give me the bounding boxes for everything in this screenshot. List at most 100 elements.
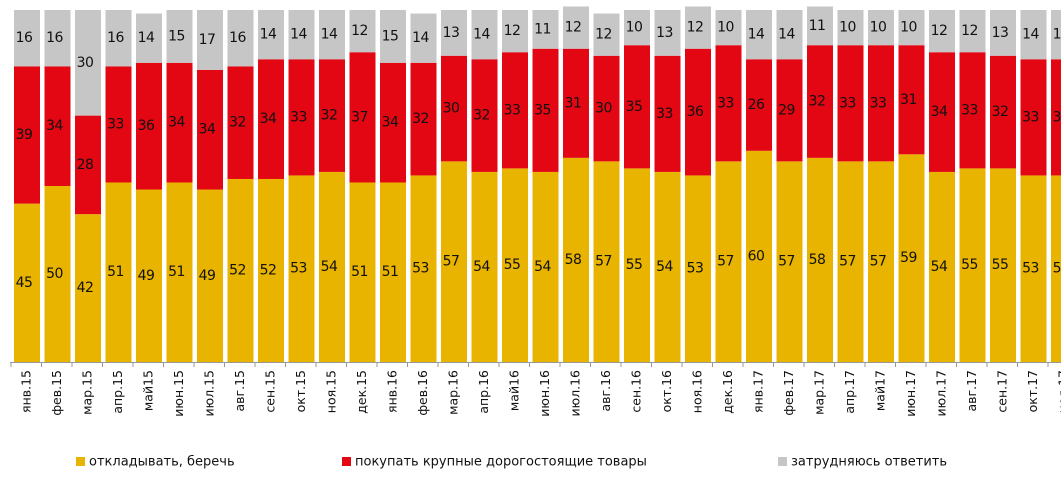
value-label: 59: [900, 250, 917, 266]
x-tick-label: окт.15: [293, 370, 308, 412]
x-tick-label: авг.15: [232, 370, 247, 411]
value-label: 33: [870, 95, 887, 111]
value-label: 32: [229, 115, 246, 131]
value-label: 14: [321, 27, 338, 43]
bar-segment: [441, 55, 467, 162]
bar-segment: [1020, 59, 1047, 176]
bar-segment: [166, 10, 193, 63]
x-tick-label: янв.17: [751, 370, 766, 413]
bar-segment: [75, 214, 101, 362]
bar-segment: [136, 189, 162, 362]
legend-swatch: [342, 457, 351, 466]
value-label: 51: [351, 264, 368, 280]
bar-segment: [197, 189, 223, 362]
value-label: 36: [138, 118, 155, 134]
bar-segment: [75, 10, 101, 116]
bar-segment: [868, 10, 894, 46]
value-label: 58: [809, 252, 826, 268]
value-label: 14: [1022, 27, 1039, 43]
value-label: 32: [992, 104, 1009, 120]
bar-segment: [288, 175, 315, 362]
value-label: 13: [992, 25, 1009, 41]
bar-segment: [685, 48, 711, 176]
value-label: 35: [626, 99, 643, 115]
bar-segment: [593, 161, 620, 362]
value-label: 58: [565, 252, 582, 268]
bar-segment: [471, 59, 498, 172]
x-tick-label: ноя.17: [1056, 370, 1061, 413]
bar-segment: [44, 186, 71, 362]
value-label: 33: [839, 95, 856, 111]
value-label: 57: [595, 254, 612, 270]
value-label: 30: [595, 101, 612, 117]
value-label: 53: [1053, 261, 1061, 277]
value-label: 29: [778, 102, 795, 118]
x-tick-label: июн.17: [903, 370, 918, 417]
bar-segment: [14, 203, 40, 362]
bar-segment: [929, 10, 955, 53]
value-label: 53: [1022, 261, 1039, 277]
bar-segment: [166, 62, 193, 183]
value-label: 55: [504, 257, 521, 273]
bar-segment: [197, 10, 223, 70]
value-label: 57: [839, 254, 856, 270]
value-label: 60: [748, 248, 765, 264]
value-label: 10: [900, 20, 917, 36]
bar-segment: [929, 52, 955, 172]
value-label: 45: [16, 275, 33, 291]
bar-segment: [990, 55, 1016, 169]
bar-segment: [14, 10, 40, 67]
value-label: 16: [46, 30, 63, 46]
bar-segment: [502, 10, 528, 53]
x-tick-label: янв.16: [385, 370, 400, 413]
x-tick-label: мар.16: [446, 370, 461, 415]
bar-segment: [746, 59, 772, 151]
value-label: 14: [473, 27, 490, 43]
bar-segment: [929, 171, 955, 362]
bar-segment: [410, 13, 437, 63]
value-label: 16: [107, 30, 124, 46]
value-label: 12: [961, 23, 978, 39]
value-label: 32: [809, 94, 826, 110]
value-label: 39: [16, 127, 33, 143]
bar-segment: [349, 52, 376, 183]
bar-segment: [258, 178, 284, 362]
x-tick-label: дек.16: [720, 370, 735, 414]
bar-segment: [502, 168, 528, 362]
value-label: 13: [656, 25, 673, 41]
bar-segment: [807, 45, 833, 158]
value-label: 32: [321, 108, 338, 124]
value-label: 11: [534, 21, 551, 37]
bar-segment: [624, 45, 650, 169]
value-label: 33: [961, 102, 978, 118]
value-label: 12: [351, 23, 368, 39]
value-label: 57: [870, 254, 887, 270]
value-label: 28: [77, 157, 94, 173]
bar-segment: [227, 178, 254, 362]
value-label: 52: [260, 262, 277, 278]
x-tick-label: июл.17: [934, 370, 949, 417]
x-tick-label: мар.17: [812, 370, 827, 415]
value-label: 14: [290, 27, 307, 43]
value-label: 17: [199, 32, 216, 48]
value-label: 55: [626, 257, 643, 273]
x-tick-label: мар.15: [80, 370, 95, 415]
x-tick-label: ноя.15: [324, 370, 339, 413]
x-tick-label: фев.17: [781, 370, 796, 416]
bar-segment: [868, 161, 894, 362]
bar-segment: [1051, 175, 1061, 362]
value-label: 30: [443, 101, 460, 117]
bar-segment: [319, 171, 345, 362]
bar-segment: [563, 48, 589, 158]
value-label: 30: [77, 55, 94, 71]
value-label: 33: [504, 102, 521, 118]
bar-segment: [837, 10, 864, 46]
bar-segment: [624, 10, 650, 46]
value-label: 16: [16, 30, 33, 46]
bar-segment: [380, 62, 406, 183]
bar-segment: [746, 150, 772, 362]
value-label: 54: [656, 259, 673, 275]
legend-label: покупать крупные дорогостоящие товары: [355, 455, 647, 470]
x-tick-label: июл.16: [568, 370, 583, 417]
bar-segment: [105, 10, 132, 67]
